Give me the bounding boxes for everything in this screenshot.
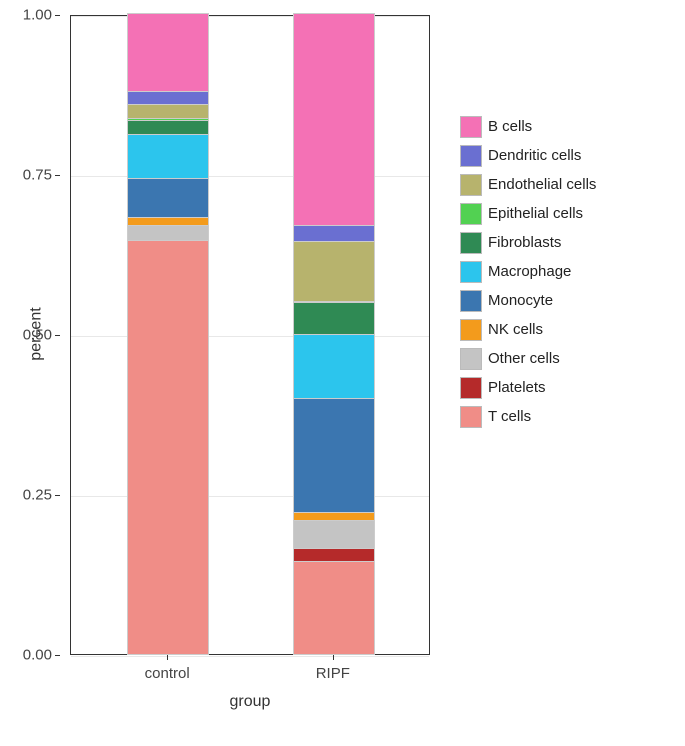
legend-key <box>460 261 482 283</box>
x-tick-label: control <box>145 665 190 682</box>
plot-background <box>71 16 429 654</box>
legend-label: B cells <box>488 118 532 135</box>
y-tick-mark <box>55 15 60 16</box>
gridline <box>71 336 429 337</box>
legend-key <box>460 406 482 428</box>
legend-item: Monocyte <box>460 286 596 315</box>
legend-key <box>460 232 482 254</box>
bar-segment <box>128 240 208 654</box>
legend-item: NK cells <box>460 315 596 344</box>
y-tick-mark <box>55 335 60 336</box>
bar-segment <box>294 512 374 520</box>
legend-label: Monocyte <box>488 292 553 309</box>
legend-key <box>460 116 482 138</box>
y-tick-mark <box>55 495 60 496</box>
legend: B cells Dendritic cells Endothelial cells E… <box>460 112 596 431</box>
legend-key <box>460 145 482 167</box>
legend-item: Epithelial cells <box>460 199 596 228</box>
gridline <box>71 656 429 657</box>
legend-label: Other cells <box>488 350 560 367</box>
bar-segment <box>128 179 208 217</box>
gridline <box>71 176 429 177</box>
legend-item: Platelets <box>460 373 596 402</box>
legend-label: NK cells <box>488 321 543 338</box>
legend-item: B cells <box>460 112 596 141</box>
bar-segment <box>128 14 208 91</box>
plot-panel <box>70 15 430 655</box>
legend-label: Epithelial cells <box>488 205 583 222</box>
x-tick-mark <box>167 655 168 660</box>
legend-item: Fibroblasts <box>460 228 596 257</box>
x-tick-label: RIPF <box>316 665 350 682</box>
bar-segment <box>294 301 374 302</box>
legend-key <box>460 377 482 399</box>
gridline <box>71 16 429 17</box>
chart-container: 0.000.250.500.751.00 percent controlRIPF… <box>70 15 430 655</box>
legend-label: Platelets <box>488 379 546 396</box>
legend-key <box>460 174 482 196</box>
legend-item: Dendritic cells <box>460 141 596 170</box>
y-tick-label: 0.75 <box>23 167 52 184</box>
bar-segment <box>128 118 208 119</box>
bar-column <box>128 14 208 654</box>
y-tick-label: 0.00 <box>23 647 52 664</box>
legend-label: Endothelial cells <box>488 176 596 193</box>
legend-item: Other cells <box>460 344 596 373</box>
legend-label: Fibroblasts <box>488 234 561 251</box>
legend-item: Endothelial cells <box>460 170 596 199</box>
bar-segment <box>294 334 374 398</box>
bar-segment <box>294 241 374 301</box>
y-tick-mark <box>55 655 60 656</box>
legend-key <box>460 290 482 312</box>
bar-segment <box>294 561 374 654</box>
bar-segment <box>128 217 208 225</box>
bar-column <box>294 14 374 654</box>
y-tick-mark <box>55 175 60 176</box>
legend-label: Dendritic cells <box>488 147 581 164</box>
bar-segment <box>294 14 374 225</box>
legend-key <box>460 319 482 341</box>
bar-segment <box>294 520 374 549</box>
bar-segment <box>128 134 208 179</box>
x-axis-label: group <box>70 693 430 711</box>
legend-label: T cells <box>488 408 531 425</box>
bar-segment <box>294 302 374 334</box>
bar-segment <box>128 104 208 119</box>
bar-segment <box>294 398 374 512</box>
bar-segment <box>294 225 374 241</box>
y-tick-label: 1.00 <box>23 7 52 24</box>
legend-item: Macrophage <box>460 257 596 286</box>
legend-key <box>460 203 482 225</box>
bar-segment <box>128 225 208 240</box>
gridline <box>71 496 429 497</box>
y-tick-label: 0.25 <box>23 487 52 504</box>
y-axis-label: percent <box>28 307 46 360</box>
bar-segment <box>294 548 374 561</box>
x-tick-mark <box>333 655 334 660</box>
legend-label: Macrophage <box>488 263 571 280</box>
legend-item: T cells <box>460 402 596 431</box>
bar-segment <box>128 120 208 134</box>
bar-segment <box>128 91 208 104</box>
legend-key <box>460 348 482 370</box>
